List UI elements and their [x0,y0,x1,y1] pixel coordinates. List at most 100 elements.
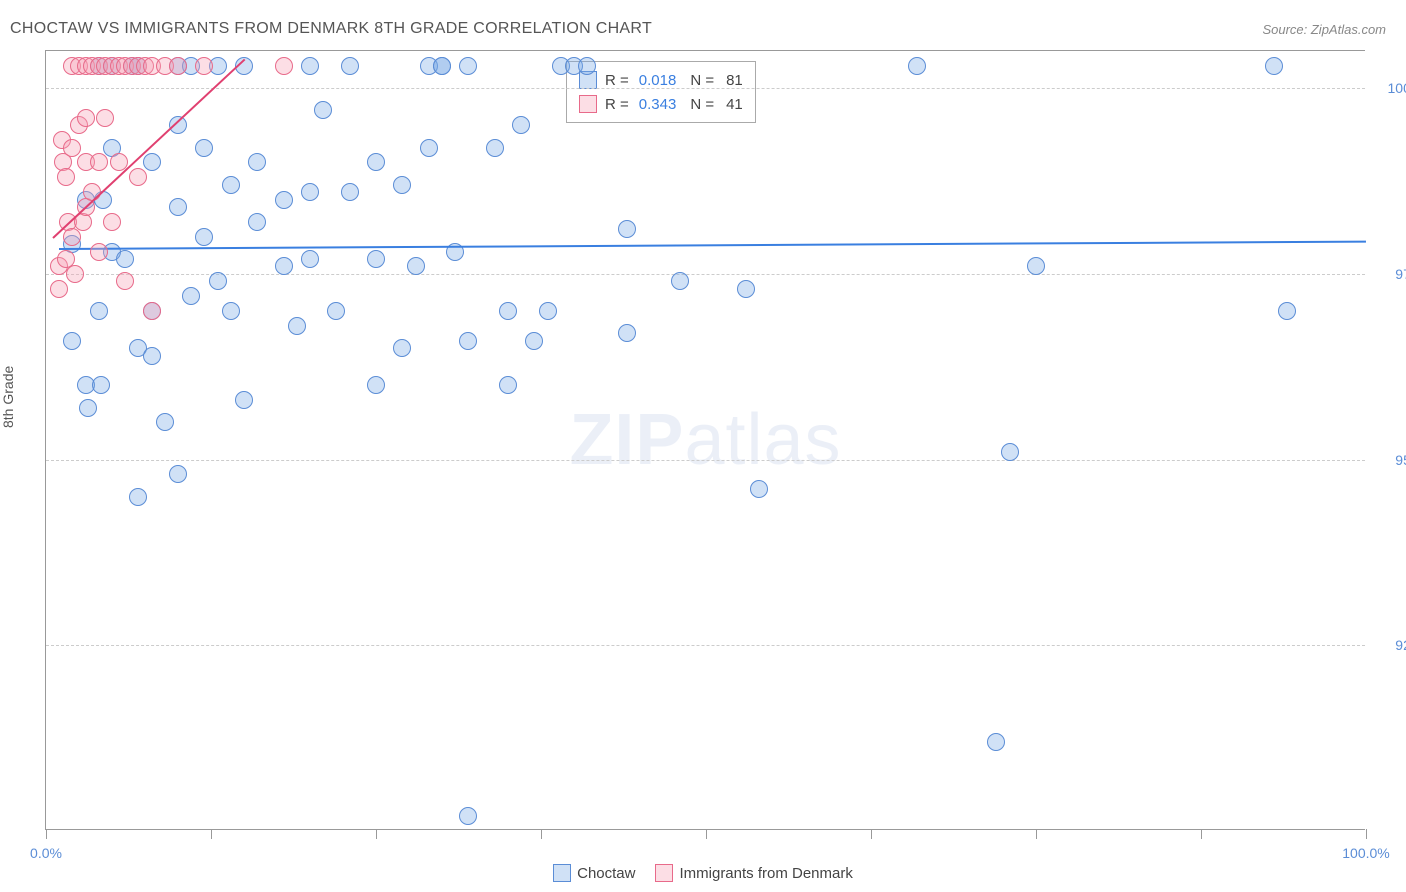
x-tick [541,829,542,839]
legend-swatch [655,864,673,882]
scatter-point [169,57,187,75]
scatter-point [209,272,227,290]
y-tick-label: 95.0% [1375,452,1406,468]
x-tick [1366,829,1367,839]
legend-n-label: N = [690,96,714,113]
scatter-point [327,302,345,320]
scatter-point [169,465,187,483]
x-tick [1201,829,1202,839]
x-tick [376,829,377,839]
series-legend: Choctaw Immigrants from Denmark [0,864,1406,882]
scatter-point [116,250,134,268]
scatter-point [367,376,385,394]
scatter-point [1001,443,1019,461]
scatter-point [143,302,161,320]
scatter-point [129,488,147,506]
scatter-point [90,153,108,171]
scatter-point [116,272,134,290]
x-tick [1036,829,1037,839]
scatter-point [248,213,266,231]
scatter-point [57,168,75,186]
scatter-point [92,376,110,394]
scatter-point [248,153,266,171]
scatter-point [301,250,319,268]
scatter-point [63,139,81,157]
scatter-point [459,807,477,825]
x-tick-label: 100.0% [1342,845,1389,861]
scatter-point [275,57,293,75]
gridline [46,645,1365,646]
scatter-point [393,176,411,194]
scatter-point [459,57,477,75]
gridline [46,274,1365,275]
scatter-point [499,376,517,394]
scatter-point [459,332,477,350]
scatter-point [96,109,114,127]
scatter-point [129,168,147,186]
scatter-point [50,280,68,298]
scatter-point [407,257,425,275]
legend-row: R =0.343N =41 [579,92,743,116]
scatter-point [182,287,200,305]
legend-n-value: 41 [726,96,743,113]
legend-r-value: 0.018 [639,72,677,89]
legend-item: Choctaw [553,864,635,882]
scatter-point [275,191,293,209]
scatter-point [750,480,768,498]
scatter-point [367,153,385,171]
scatter-point [195,139,213,157]
x-tick [46,829,47,839]
scatter-point [90,302,108,320]
scatter-point [275,257,293,275]
scatter-point [908,57,926,75]
scatter-point [341,183,359,201]
scatter-point [578,57,596,75]
scatter-point [169,198,187,216]
scatter-point [314,101,332,119]
scatter-point [1278,302,1296,320]
legend-r-label: R = [605,96,629,113]
scatter-point [195,57,213,75]
scatter-point [63,332,81,350]
chart-plot-area: ZIPatlas R =0.018N =81R =0.343N =41 92.5… [45,50,1365,830]
legend-swatch [579,95,597,113]
x-tick [211,829,212,839]
scatter-point [222,176,240,194]
gridline [46,88,1365,89]
scatter-point [301,57,319,75]
scatter-point [63,228,81,246]
legend-n-value: 81 [726,72,743,89]
scatter-point [77,109,95,127]
scatter-point [367,250,385,268]
scatter-point [288,317,306,335]
scatter-point [235,391,253,409]
scatter-point [618,324,636,342]
scatter-point [539,302,557,320]
scatter-point [156,413,174,431]
x-tick [871,829,872,839]
gridline [46,460,1365,461]
scatter-point [301,183,319,201]
scatter-point [195,228,213,246]
legend-label: Choctaw [577,865,635,882]
y-tick-label: 100.0% [1375,80,1406,96]
scatter-point [1265,57,1283,75]
scatter-point [341,57,359,75]
x-tick [706,829,707,839]
watermark: ZIPatlas [569,399,841,481]
scatter-point [433,57,451,75]
scatter-point [143,153,161,171]
scatter-point [420,139,438,157]
scatter-point [525,332,543,350]
scatter-point [618,220,636,238]
scatter-point [143,347,161,365]
source-attribution: Source: ZipAtlas.com [1262,22,1386,37]
scatter-point [79,399,97,417]
scatter-point [90,243,108,261]
legend-n-label: N = [690,72,714,89]
legend-item: Immigrants from Denmark [655,864,852,882]
scatter-point [486,139,504,157]
scatter-point [512,116,530,134]
scatter-point [987,733,1005,751]
x-tick-label: 0.0% [30,845,62,861]
